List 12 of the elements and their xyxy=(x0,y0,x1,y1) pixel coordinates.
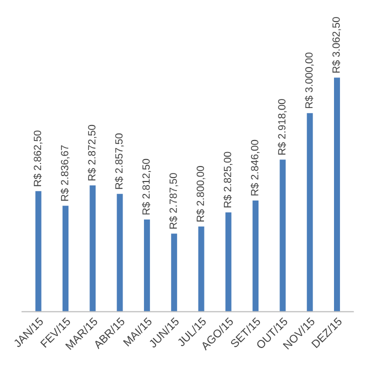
data-label: R$ 2.825,00 xyxy=(223,152,232,208)
data-label: R$ 2.836,67 xyxy=(60,145,70,201)
data-label: R$ 2.787,50 xyxy=(169,173,178,229)
data-label: R$ 2.800,00 xyxy=(196,166,206,222)
data-label: R$ 2.846,00 xyxy=(250,140,260,196)
data-label: R$ 2.857,50 xyxy=(114,133,124,189)
data-label: R$ 3.062,50 xyxy=(332,17,342,73)
data-label: R$ 2.918,00 xyxy=(278,99,287,155)
data-label: R$ 2.812,50 xyxy=(142,158,151,214)
data-label: R$ 2.872,50 xyxy=(88,124,97,180)
data-label: R$ 2.862,50 xyxy=(33,130,42,186)
data-label: R$ 3.000,00 xyxy=(304,52,314,108)
